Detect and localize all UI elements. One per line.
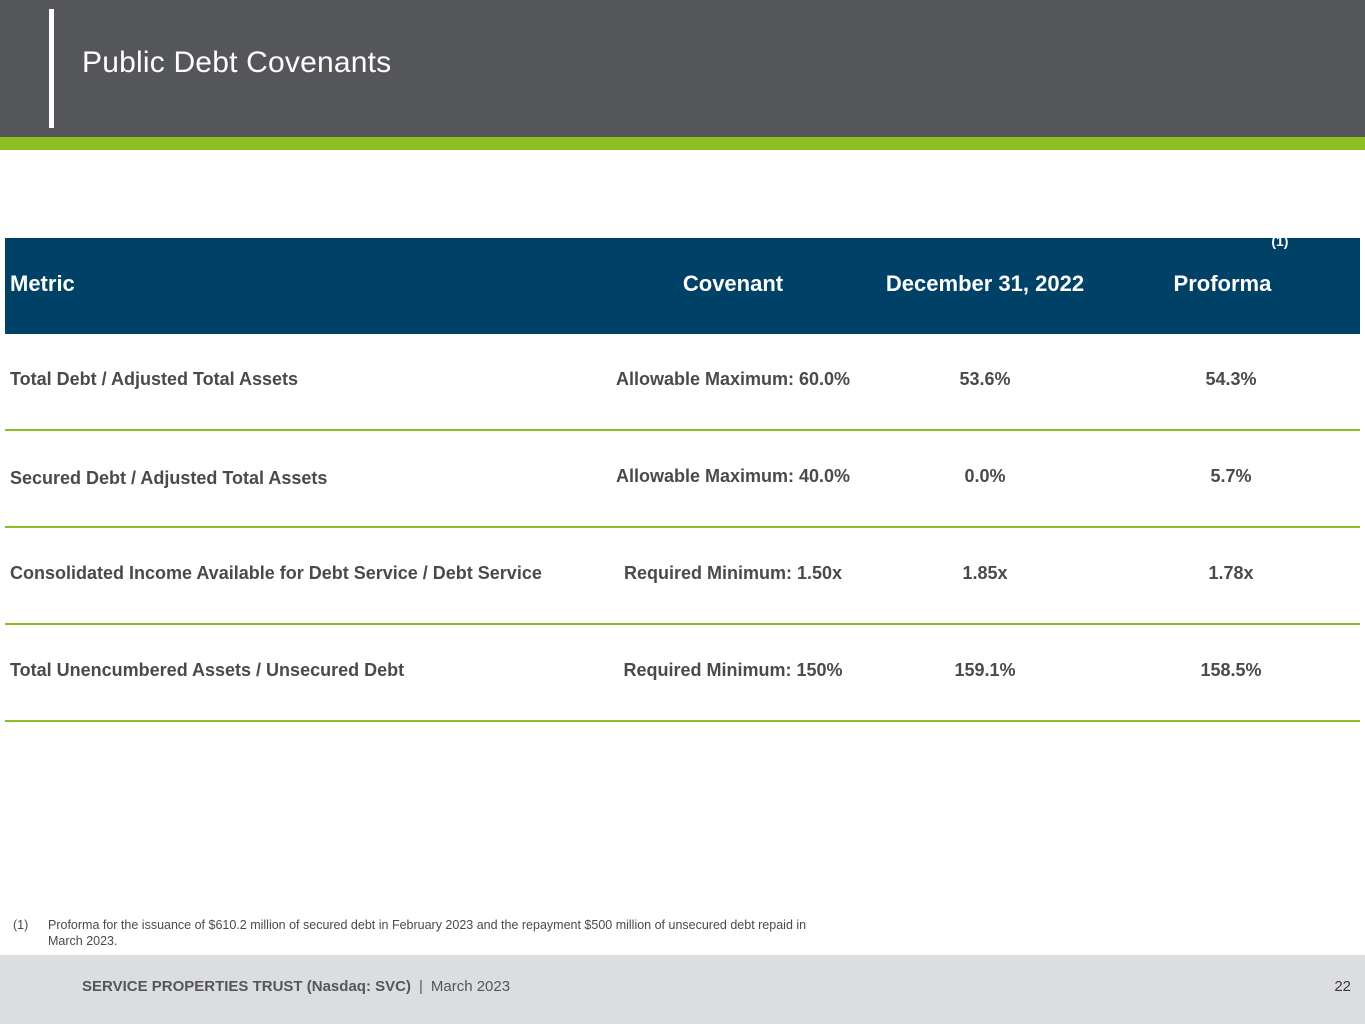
december-cell: 159.1% [954, 660, 1016, 680]
header-december: December 31, 2022 [885, 271, 1085, 296]
metric-cell: Total Unencumbered Assets / Unsecured De… [10, 660, 405, 680]
footnote: (1) Proforma for the issuance of $610.2 … [13, 917, 813, 949]
header-proforma: Proforma (1) [1125, 234, 1337, 334]
footnote-text: Proforma for the issuance of $610.2 mill… [48, 918, 807, 948]
footer-date: March 2023 [430, 978, 511, 995]
december-cell: 53.6% [959, 369, 1011, 389]
header-proforma-footnote-marker: (1) [1271, 233, 1289, 249]
footer: SERVICE PROPERTIES TRUST (Nasdaq: SVC) | M… [0, 955, 1365, 1024]
table-row: Consolidated Income Available for Debt S… [5, 528, 1360, 625]
december-cell: 1.85x [962, 563, 1008, 583]
footnote-number: (1) [13, 918, 29, 932]
table-row: Total Unencumbered Assets / Unsecured De… [5, 625, 1360, 722]
metric-cell: Consolidated Income Available for Debt S… [10, 563, 542, 583]
covenant-cell: Allowable Maximum: 60.0% [615, 369, 851, 389]
header-divider-bar [49, 9, 54, 128]
header-proforma-label: Proforma [1173, 271, 1272, 296]
footer-company: SERVICE PROPERTIES TRUST (Nasdaq: SVC) [82, 978, 411, 995]
proforma-cell: 158.5% [1200, 660, 1262, 680]
table-row: Total Debt / Adjusted Total Assets Allow… [5, 334, 1360, 431]
page-number: 22 [1334, 978, 1351, 995]
table-header: Metric Covenant December 31, 2022 Profor… [5, 234, 1360, 334]
header-metric: Metric [10, 271, 75, 296]
december-cell: 0.0% [964, 466, 1006, 486]
page-title: Public Debt Covenants [82, 46, 392, 79]
proforma-cell: 1.78x [1208, 563, 1254, 583]
metric-cell: Secured Debt / Adjusted Total Assets [10, 468, 328, 488]
table-row: Secured Debt / Adjusted Total Assets All… [5, 431, 1360, 528]
footer-info: SERVICE PROPERTIES TRUST (Nasdaq: SVC) | M… [82, 978, 510, 995]
metric-cell: Total Debt / Adjusted Total Assets [10, 369, 299, 389]
accent-stripe [0, 137, 1365, 150]
proforma-cell: 5.7% [1210, 466, 1252, 486]
covenant-table: Metric Covenant December 31, 2022 Profor… [5, 234, 1360, 722]
covenant-cell: Allowable Maximum: 40.0% [615, 466, 851, 486]
header: Public Debt Covenants [0, 0, 1365, 137]
footer-separator: | [418, 978, 423, 995]
covenant-cell: Required Minimum: 150% [623, 660, 843, 680]
header-covenant: Covenant [682, 271, 784, 296]
covenant-cell: Required Minimum: 1.50x [623, 563, 843, 583]
proforma-cell: 54.3% [1205, 369, 1257, 389]
